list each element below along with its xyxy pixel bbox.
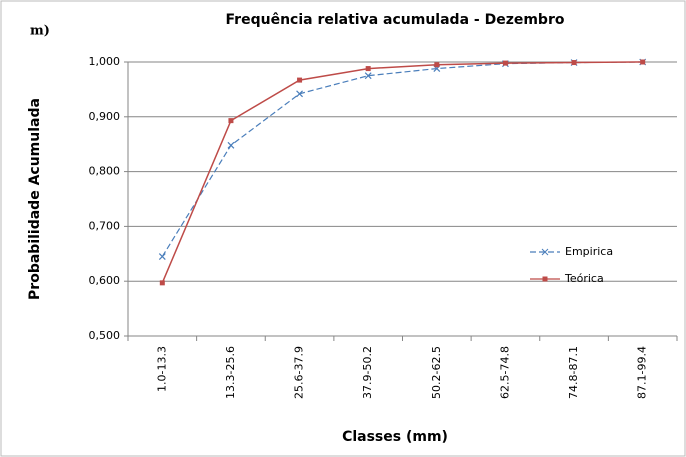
- marker: [434, 62, 440, 68]
- marker: [228, 118, 234, 124]
- legend-label: Teórica: [564, 272, 604, 285]
- y-tick-label: 0,900: [89, 110, 121, 123]
- marker: [571, 60, 577, 66]
- y-tick-label: 0,500: [89, 329, 121, 342]
- x-tick-label: 37.9-50.2: [361, 346, 374, 399]
- x-tick-label: 62.5-74.8: [498, 346, 511, 399]
- x-tick-label: 1.0-13.3: [155, 346, 168, 392]
- chart-title: Frequência relativa acumulada - Dezembro: [226, 12, 565, 28]
- marker: [365, 66, 371, 72]
- y-tick-label: 1,000: [89, 55, 121, 68]
- panel-label: m): [30, 24, 50, 39]
- y-tick-label: 0,800: [89, 165, 121, 178]
- marker: [364, 72, 372, 80]
- series-line: [161, 61, 643, 284]
- y-tick-label: 0,600: [89, 274, 121, 287]
- marker: [158, 253, 166, 260]
- x-tick-label: 74.8-87.1: [567, 346, 580, 399]
- x-axis-title: Classes (mm): [342, 429, 448, 445]
- marker: [297, 77, 303, 83]
- marker: [502, 60, 508, 66]
- y-axis-title: Probabilidade Acumulada: [27, 98, 43, 300]
- legend-marker: [542, 276, 548, 282]
- marker: [227, 141, 235, 149]
- x-tick-label: 25.6-37.9: [293, 346, 306, 399]
- x-tick-label: 87.1-99.4: [636, 346, 649, 399]
- marker: [296, 90, 303, 98]
- legend-marker: [541, 248, 549, 256]
- x-tick-label: 13.3-25.6: [224, 346, 237, 399]
- y-tick-label: 0,700: [89, 219, 121, 232]
- x-tick-label: 50.2-62.5: [430, 346, 443, 399]
- marker: [159, 280, 165, 286]
- legend-label: Empirica: [565, 245, 613, 258]
- marker: [640, 59, 646, 65]
